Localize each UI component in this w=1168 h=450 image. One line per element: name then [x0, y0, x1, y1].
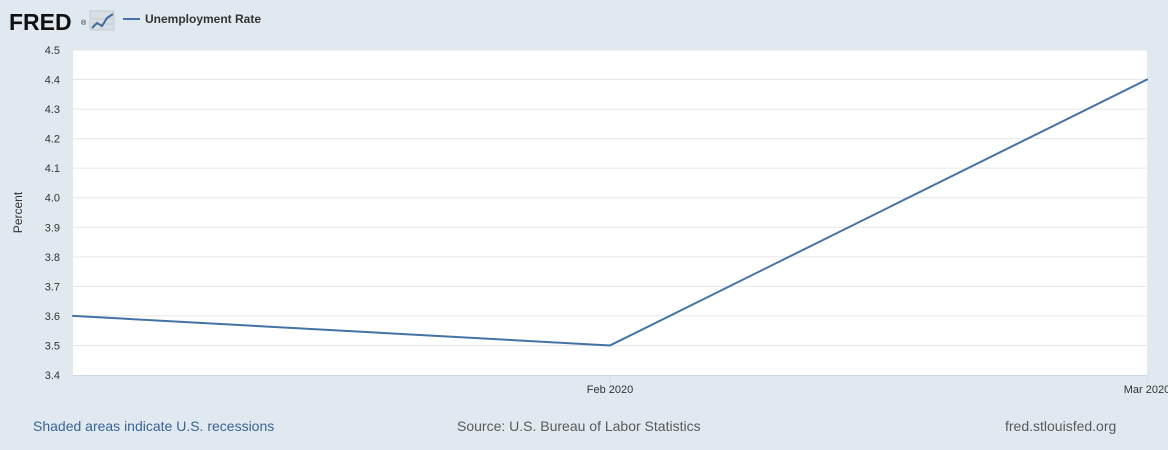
x-tick-label: Mar 2020 [1124, 384, 1168, 396]
logo-text: FRED [9, 9, 72, 35]
y-tick-label: 3.9 [45, 222, 60, 234]
fred-logo[interactable]: FRED ® [9, 9, 115, 35]
x-axis: Feb 2020 Mar 2020 [587, 375, 1168, 396]
x-tick-label: Feb 2020 [587, 384, 633, 396]
logo-trademark: ® [81, 19, 87, 27]
y-axis: 3.4 3.5 3.6 3.7 3.8 3.9 4.0 4.1 4.2 4.3 4.4 4.5 [45, 45, 60, 382]
y-tick-label: 3.5 [45, 340, 60, 352]
y-tick-label: 3.7 [45, 281, 60, 293]
series-group[interactable] [72, 78, 1148, 347]
y-tick-label: 4.0 [45, 193, 60, 205]
recession-note[interactable]: Shaded areas indicate U.S. recessions [33, 418, 275, 434]
y-tick-label: 3.8 [45, 252, 60, 264]
chart-line-icon [89, 10, 115, 31]
legend-label: Unemployment Rate [145, 12, 261, 26]
y-axis-title: Percent [11, 191, 25, 233]
y-tick-label: 4.3 [45, 104, 60, 116]
y-tick-label: 3.4 [45, 370, 60, 382]
y-tick-label: 4.5 [45, 45, 60, 57]
y-tick-label: 4.1 [45, 163, 60, 175]
series-line[interactable] [72, 78, 1148, 347]
plot-area [73, 50, 1147, 375]
legend[interactable]: Unemployment Rate [123, 12, 261, 26]
y-tick-label: 4.4 [45, 75, 60, 87]
site-link[interactable]: fred.stlouisfed.org [1005, 418, 1117, 434]
y-tick-label: 4.2 [45, 134, 60, 146]
source-note: Source: U.S. Bureau of Labor Statistics [457, 418, 701, 434]
y-tick-label: 3.6 [45, 311, 60, 323]
chart: FRED ® Unemployment Rate 3.4 3.5 3.6 3.7 3.8… [9, 9, 1168, 396]
